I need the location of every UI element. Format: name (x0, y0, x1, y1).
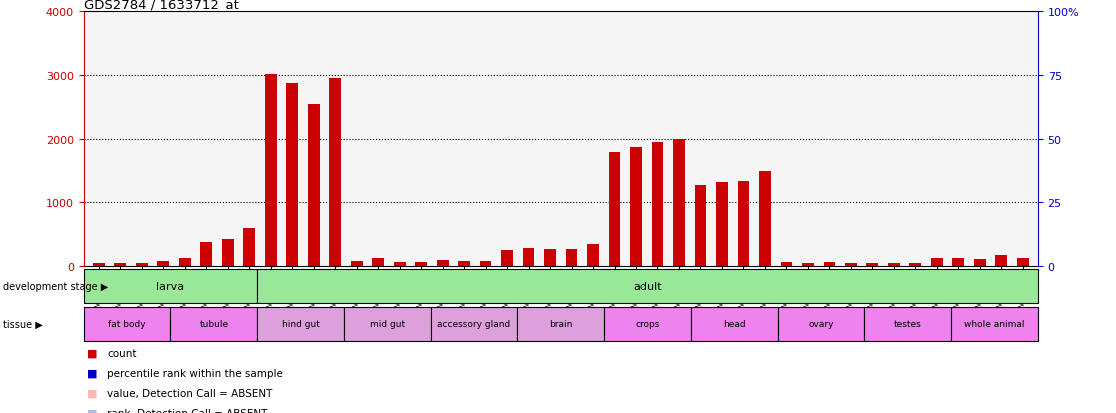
Text: crops: crops (635, 319, 660, 328)
Bar (84, 307, 171, 341)
Bar (759, 171, 771, 266)
Bar (518, 307, 604, 341)
Bar (824, 263, 836, 266)
Bar (522, 249, 535, 266)
Text: whole animal: whole animal (964, 319, 1024, 328)
Text: testes: testes (894, 319, 922, 328)
Bar (84, 270, 257, 304)
Bar (802, 263, 814, 266)
Text: hind gut: hind gut (281, 319, 319, 328)
Bar (394, 262, 405, 266)
Text: mid gut: mid gut (369, 319, 405, 328)
Bar (308, 104, 319, 266)
Bar (179, 259, 191, 266)
Bar (200, 242, 212, 266)
Bar (652, 142, 663, 266)
Bar (716, 183, 728, 266)
Bar (952, 259, 964, 266)
Bar (738, 181, 749, 266)
Bar (459, 261, 470, 266)
Bar (974, 259, 985, 266)
Bar (866, 263, 878, 266)
Text: count: count (107, 348, 136, 358)
Bar (436, 260, 449, 266)
Bar (865, 307, 951, 341)
Bar (415, 262, 427, 266)
Bar (329, 79, 341, 266)
Bar (691, 307, 778, 341)
Bar (604, 307, 691, 341)
Text: ■: ■ (87, 348, 97, 358)
Text: tubule: tubule (200, 319, 229, 328)
Text: head: head (723, 319, 745, 328)
Bar (694, 185, 706, 266)
Bar (93, 263, 105, 266)
Text: fat body: fat body (108, 319, 146, 328)
Bar (480, 261, 491, 266)
Bar (257, 270, 1038, 304)
Text: larva: larva (156, 282, 184, 292)
Bar (995, 256, 1008, 266)
Text: accessory gland: accessory gland (437, 319, 511, 328)
Bar (350, 261, 363, 266)
Bar (501, 251, 513, 266)
Bar (587, 244, 599, 266)
Text: ■: ■ (87, 388, 97, 398)
Bar (222, 239, 233, 266)
Bar (673, 140, 685, 266)
Bar (171, 307, 257, 341)
Bar (373, 258, 384, 266)
Bar (631, 147, 642, 266)
Text: development stage ▶: development stage ▶ (3, 282, 108, 292)
Text: percentile rank within the sample: percentile rank within the sample (107, 368, 283, 378)
Bar (114, 263, 126, 266)
Bar (931, 258, 943, 266)
Text: GDS2784 / 1633712_at: GDS2784 / 1633712_at (84, 0, 239, 11)
Text: ovary: ovary (808, 319, 834, 328)
Bar (257, 307, 344, 341)
Bar (243, 229, 256, 266)
Bar (157, 261, 170, 266)
Bar (264, 75, 277, 266)
Text: ■: ■ (87, 408, 97, 413)
Bar (1017, 259, 1029, 266)
Bar (545, 250, 556, 266)
Text: value, Detection Call = ABSENT: value, Detection Call = ABSENT (107, 388, 272, 398)
Bar (780, 263, 792, 266)
Text: brain: brain (549, 319, 573, 328)
Bar (286, 84, 298, 266)
Text: ■: ■ (87, 368, 97, 378)
Text: adult: adult (633, 282, 662, 292)
Bar (910, 263, 922, 266)
Bar (888, 263, 899, 266)
Bar (566, 249, 577, 266)
Text: tissue ▶: tissue ▶ (3, 319, 44, 329)
Bar (136, 263, 147, 266)
Bar (778, 307, 865, 341)
Bar (344, 307, 431, 341)
Bar (608, 153, 620, 266)
Bar (431, 307, 518, 341)
Text: rank, Detection Call = ABSENT: rank, Detection Call = ABSENT (107, 408, 268, 413)
Bar (951, 307, 1038, 341)
Bar (845, 263, 857, 266)
